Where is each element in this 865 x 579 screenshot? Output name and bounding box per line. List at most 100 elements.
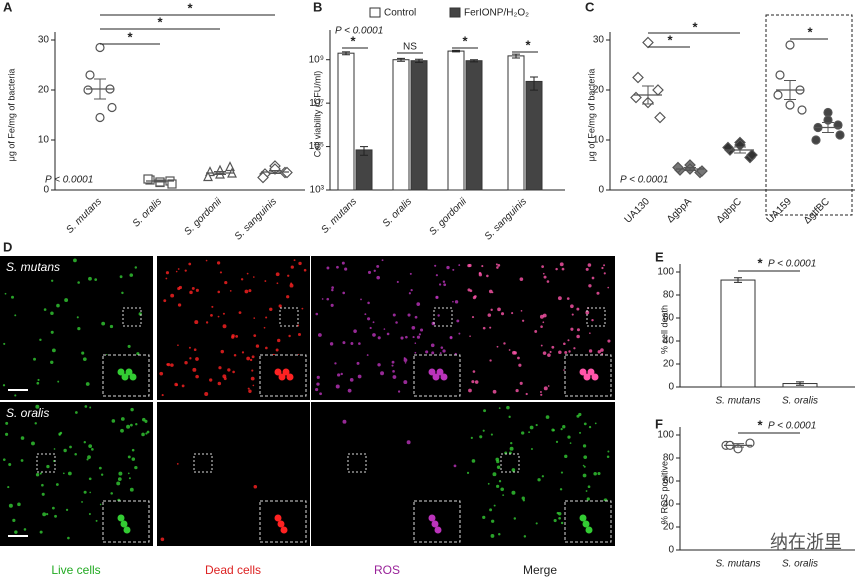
- cell-speck: [76, 316, 79, 319]
- inset-cell: [117, 368, 125, 376]
- cell-speck: [8, 463, 12, 467]
- cell-speck: [560, 428, 563, 431]
- cell-speck: [414, 315, 418, 319]
- cell-speck: [521, 496, 525, 500]
- cell-speck: [287, 274, 290, 277]
- chart-panel: B Cell viability (CFU/ml) 10³ 10⁵ 10⁷ 10⁹ S. m…: [309, 0, 565, 243]
- cell-speck: [175, 270, 178, 273]
- cell-speck: [356, 361, 360, 365]
- cell-speck: [474, 380, 479, 384]
- cell-speck: [597, 472, 601, 476]
- cell-speck: [367, 301, 370, 305]
- cell-speck: [77, 281, 80, 284]
- cell-speck: [481, 265, 484, 268]
- cell-speck: [549, 350, 552, 354]
- cell-speck: [487, 482, 490, 485]
- cell-speck: [392, 370, 395, 373]
- y-tick-label: 10: [593, 135, 605, 146]
- cell-speck: [286, 295, 290, 299]
- cell-speck: [585, 310, 590, 315]
- cell-speck: [145, 432, 148, 435]
- inset-cell: [274, 514, 282, 522]
- cell-speck: [222, 324, 227, 329]
- bar: [447, 50, 465, 191]
- cell-speck: [512, 350, 516, 355]
- error-bar: [684, 167, 696, 171]
- cell-speck: [492, 389, 497, 394]
- cell-speck: [498, 480, 502, 483]
- y-axis-label: % cell death: [659, 305, 669, 354]
- error-bar: [214, 171, 226, 175]
- cell-speck: [560, 521, 564, 525]
- cell-speck: [561, 267, 565, 271]
- cell-speck: [416, 335, 421, 339]
- cell-speck: [542, 321, 545, 324]
- cell-speck: [65, 508, 69, 512]
- cell-speck: [596, 291, 600, 295]
- chart-panel: F % ROS positive 0 20 40 60 80 100 S. mutans S. o…: [655, 416, 855, 570]
- annotation: *: [350, 33, 356, 48]
- bar: [355, 149, 373, 191]
- cell-speck: [35, 473, 40, 477]
- y-axis-label: Cell viability (CFU/ml): [312, 71, 322, 158]
- cell-speck: [576, 307, 580, 311]
- data-point: [257, 171, 269, 184]
- cell-speck: [535, 423, 538, 427]
- y-tick-label: 0: [668, 545, 674, 556]
- cell-speck: [587, 485, 591, 489]
- cell-speck: [4, 292, 7, 295]
- cell-speck: [471, 380, 475, 384]
- cell-speck: [191, 286, 195, 290]
- cell-speck: [442, 349, 446, 353]
- cell-speck: [131, 448, 135, 452]
- y-tick-label: 20: [663, 522, 675, 533]
- cell-speck: [520, 310, 523, 312]
- cell-speck: [482, 326, 486, 330]
- y-tick-label: 100: [657, 267, 674, 278]
- cell-speck: [576, 328, 580, 332]
- cell-speck: [31, 441, 35, 446]
- bar: [337, 52, 355, 191]
- cell-speck: [81, 351, 85, 355]
- y-tick-label: 10: [38, 135, 50, 146]
- cell-speck: [466, 471, 470, 474]
- cell-speck: [403, 358, 408, 363]
- cell-speck: [316, 375, 320, 379]
- cell-speck: [471, 459, 476, 463]
- data-point: [672, 161, 684, 174]
- cell-speck: [543, 386, 548, 391]
- data-point: [107, 102, 117, 113]
- cell-speck: [420, 328, 424, 332]
- annotation: *: [757, 417, 763, 432]
- cell-speck: [492, 472, 497, 477]
- cell-speck: [373, 269, 376, 272]
- cell-speck: [337, 373, 341, 377]
- inset-cell: [123, 526, 131, 534]
- error-bar: [470, 59, 478, 63]
- zoom-box: [36, 453, 56, 473]
- x-tick-label: S. mutans: [715, 396, 760, 407]
- cell-speck: [119, 275, 123, 279]
- y-tick-label: 10⁹: [309, 54, 324, 65]
- cell-speck: [410, 288, 413, 292]
- cell-speck: [246, 272, 249, 275]
- cell-speck: [165, 277, 168, 280]
- cell-speck: [495, 263, 498, 266]
- x-tick-label: UA159: [765, 196, 795, 226]
- bar: [507, 55, 525, 191]
- cell-speck: [576, 334, 580, 339]
- cell-speck: [127, 455, 131, 459]
- error-bar: [784, 80, 796, 100]
- x-tick-label: S. gordonii: [427, 196, 469, 238]
- cell-speck: [411, 325, 416, 330]
- cell-speck: [442, 280, 446, 283]
- cell-speck: [607, 450, 610, 453]
- x-tick-label: S. mutans: [64, 196, 104, 236]
- legend-swatch: [449, 7, 461, 18]
- x-tick-label: S. gordonii: [182, 196, 224, 238]
- cell-speck: [585, 490, 588, 492]
- cell-speck: [383, 328, 386, 330]
- cell-speck: [5, 421, 9, 425]
- cell-speck: [265, 316, 268, 319]
- cell-speck: [50, 330, 54, 334]
